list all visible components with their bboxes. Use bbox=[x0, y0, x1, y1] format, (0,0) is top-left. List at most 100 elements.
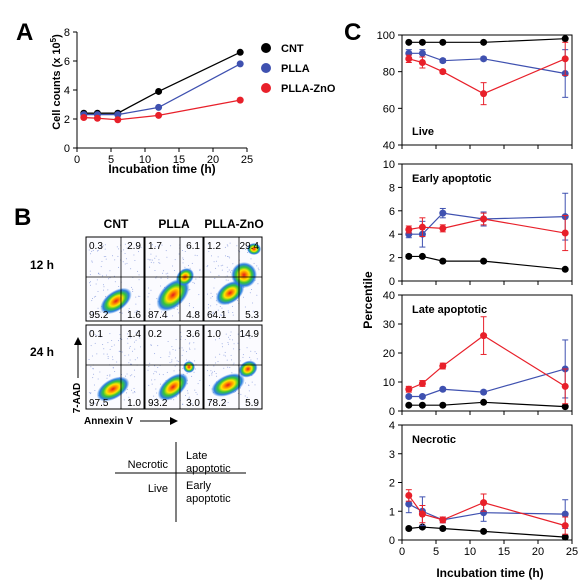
flow-event-dot bbox=[237, 392, 239, 394]
flow-event-dot bbox=[257, 267, 259, 269]
flow-event-dot bbox=[180, 338, 182, 340]
flow-quadrant-value: 29.4 bbox=[240, 241, 260, 252]
flow-event-dot bbox=[160, 277, 162, 279]
flow-event-dot bbox=[254, 351, 256, 353]
flow-event-dot bbox=[253, 262, 255, 264]
flow-event-dot bbox=[244, 334, 246, 336]
flow-event-dot bbox=[159, 373, 161, 375]
flow-event-dot bbox=[175, 357, 177, 359]
panel-c-ylabel: Percentile bbox=[361, 271, 375, 329]
flow-event-dot bbox=[150, 259, 152, 261]
flow-event-dot bbox=[192, 307, 194, 309]
flow-event-dot bbox=[240, 360, 242, 362]
flow-event-dot bbox=[138, 279, 140, 281]
flow-event-dot bbox=[227, 256, 229, 258]
flow-event-dot bbox=[187, 392, 189, 394]
panel-c-point-zno bbox=[439, 224, 447, 232]
flow-event-dot bbox=[186, 390, 188, 392]
flow-event-dot bbox=[147, 296, 149, 298]
flow-density-blob bbox=[211, 373, 245, 397]
panel-c-xlabel: Incubation time (h) bbox=[436, 566, 543, 580]
flow-event-dot bbox=[124, 253, 126, 255]
panel-c-y-tick-label: 6 bbox=[389, 206, 395, 218]
flow-event-dot bbox=[117, 266, 119, 268]
flow-event-dot bbox=[206, 266, 208, 268]
flow-event-dot bbox=[135, 296, 137, 298]
flow-density-blob bbox=[183, 361, 195, 373]
flow-event-dot bbox=[157, 245, 159, 247]
flow-quadrant-value: 2.9 bbox=[127, 241, 141, 252]
flow-event-dot bbox=[184, 339, 186, 341]
flow-event-dot bbox=[102, 343, 104, 345]
panel-c-point-cnt bbox=[561, 35, 569, 43]
flow-event-dot bbox=[102, 289, 104, 291]
flow-event-dot bbox=[159, 262, 161, 264]
flow-event-dot bbox=[132, 290, 134, 292]
flow-quadrant-value: 0.1 bbox=[89, 329, 103, 340]
flow-event-dot bbox=[178, 253, 180, 255]
flow-event-dot bbox=[97, 291, 99, 293]
flow-event-dot bbox=[104, 248, 106, 250]
flow-event-dot bbox=[104, 244, 106, 246]
flow-event-dot bbox=[165, 311, 167, 313]
flow-event-dot bbox=[246, 347, 248, 349]
flow-event-dot bbox=[177, 361, 179, 363]
flow-event-dot bbox=[223, 354, 225, 356]
panel-c-point-plla bbox=[405, 500, 413, 508]
flow-event-dot bbox=[151, 383, 153, 385]
flow-event-dot bbox=[224, 246, 226, 248]
flow-event-dot bbox=[91, 250, 93, 252]
flow-event-dot bbox=[134, 311, 136, 313]
flow-event-dot bbox=[158, 262, 160, 264]
flow-event-dot bbox=[175, 339, 177, 341]
flow-event-dot bbox=[165, 273, 167, 275]
panel-c-y-tick-label: 10 bbox=[383, 377, 395, 389]
flow-event-dot bbox=[148, 287, 150, 289]
flow-event-dot bbox=[125, 375, 127, 377]
flow-quadrant-value: 93.2 bbox=[148, 398, 168, 409]
flow-event-dot bbox=[199, 268, 201, 270]
panel-c-line-zno bbox=[408, 334, 566, 390]
flow-event-dot bbox=[98, 334, 100, 336]
flow-event-dot bbox=[214, 356, 216, 358]
panel-c-y-tick-label: 100 bbox=[377, 30, 395, 42]
panel-c-point-zno bbox=[405, 385, 413, 393]
flow-event-dot bbox=[149, 308, 151, 310]
flow-event-dot bbox=[172, 265, 174, 267]
flow-event-dot bbox=[223, 399, 225, 401]
flow-event-dot bbox=[184, 250, 186, 252]
flow-density-blob bbox=[215, 280, 245, 306]
flow-event-dot bbox=[194, 360, 196, 362]
flow-event-dot bbox=[189, 342, 191, 344]
flow-event-dot bbox=[114, 281, 116, 283]
flow-density-blob bbox=[231, 262, 257, 288]
flow-event-dot bbox=[111, 356, 113, 358]
flow-event-dot bbox=[111, 340, 113, 342]
flow-event-dot bbox=[150, 245, 152, 247]
panel-a-point-cnt bbox=[236, 48, 244, 56]
flow-event-dot bbox=[132, 350, 134, 352]
flow-event-dot bbox=[94, 389, 96, 391]
flow-event-dot bbox=[126, 373, 128, 375]
flow-event-dot bbox=[220, 265, 222, 267]
key-live: Live bbox=[148, 483, 168, 495]
flow-event-dot bbox=[222, 264, 224, 266]
flow-event-dot bbox=[169, 362, 171, 364]
flow-event-dot bbox=[135, 339, 137, 341]
panel-c-line-zno bbox=[408, 58, 566, 95]
flow-event-dot bbox=[221, 399, 223, 401]
flow-event-dot bbox=[153, 395, 155, 397]
flow-event-dot bbox=[131, 389, 133, 391]
panel-c-point-cnt bbox=[439, 38, 447, 46]
panel-c-point-plla bbox=[405, 393, 413, 400]
panel-c-subplot-label: Live bbox=[412, 126, 434, 138]
panel-c-point-plla bbox=[418, 393, 426, 400]
flow-event-dot bbox=[119, 351, 121, 353]
flow-event-dot bbox=[106, 353, 108, 355]
flow-event-dot bbox=[208, 307, 210, 309]
panel-c-y-tick-label: 60 bbox=[383, 103, 395, 115]
flow-event-dot bbox=[153, 262, 155, 264]
panel-a-point-plla bbox=[236, 60, 244, 68]
flow-event-dot bbox=[180, 336, 182, 338]
